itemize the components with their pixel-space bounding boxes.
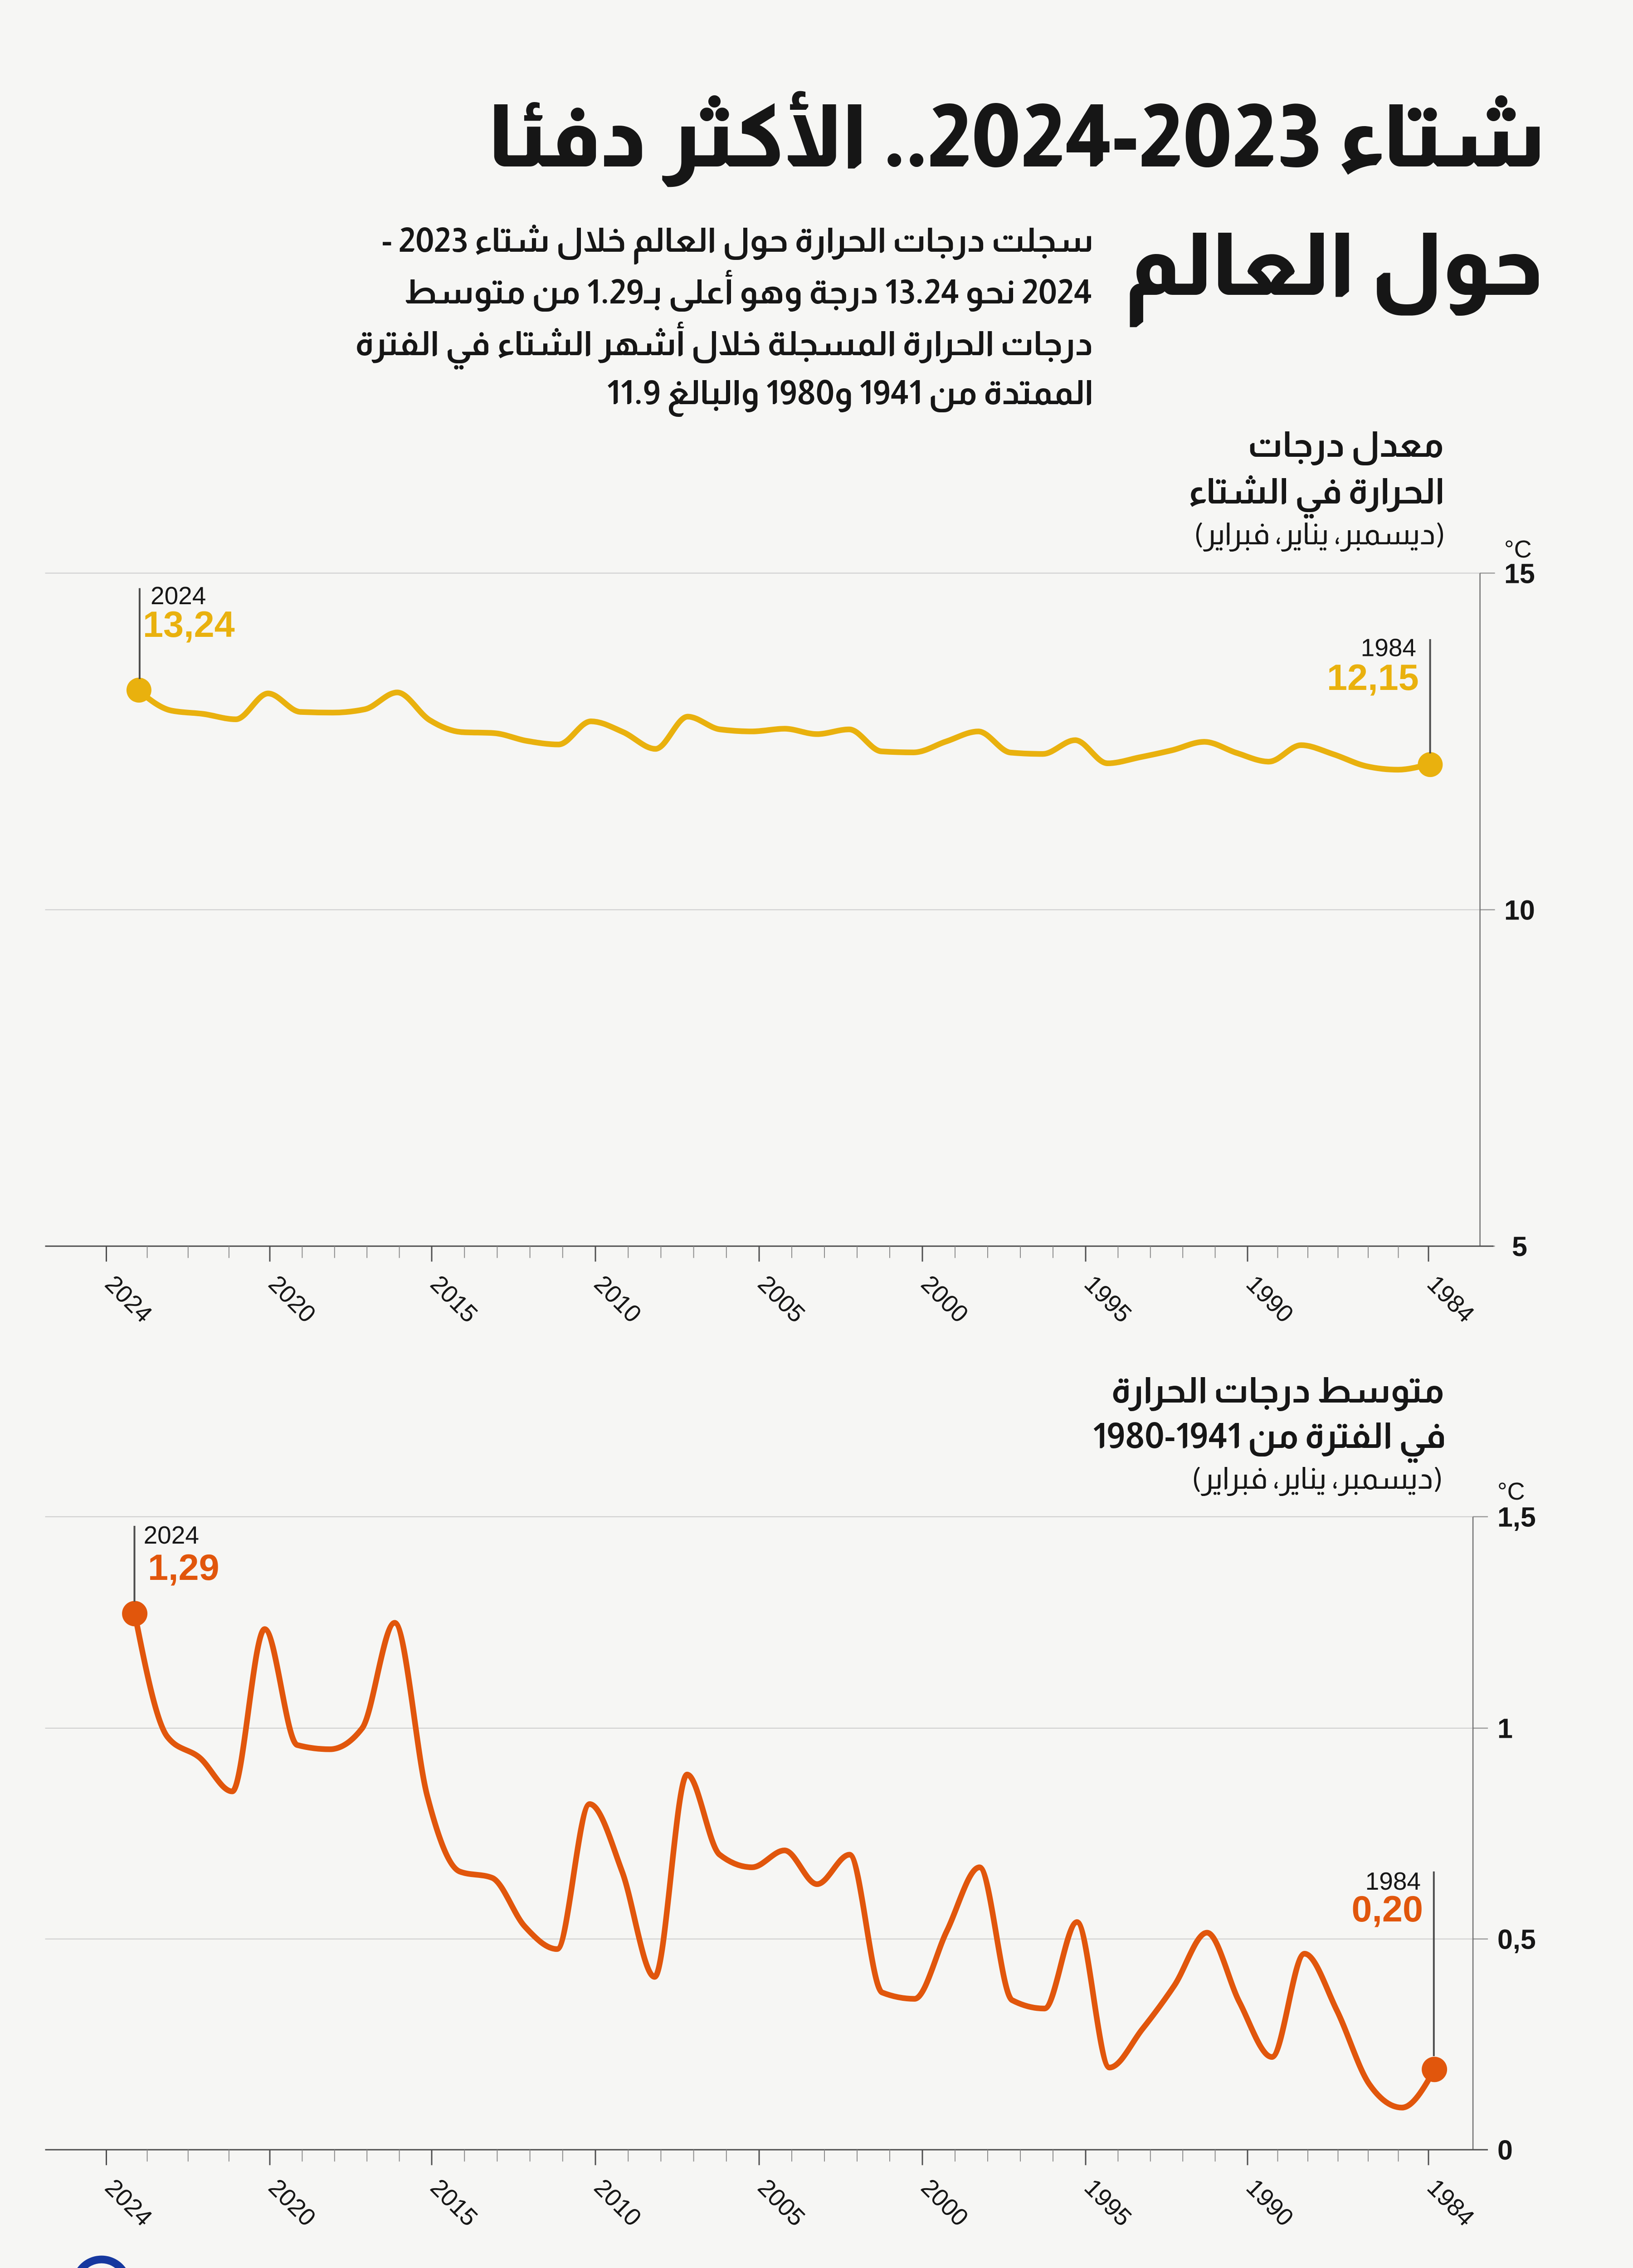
svg-text:2024: 2024 xyxy=(144,1521,199,1549)
svg-text:0: 0 xyxy=(1497,2135,1513,2165)
svg-text:0,20: 0,20 xyxy=(1351,1889,1423,1930)
svg-text:2024: 2024 xyxy=(151,582,206,610)
svg-text:°C: °C xyxy=(1497,1478,1525,1505)
svg-text:13,24: 13,24 xyxy=(143,604,235,645)
svg-text:15: 15 xyxy=(1504,558,1535,589)
svg-text:1984: 1984 xyxy=(1361,634,1416,662)
svg-text:1,29: 1,29 xyxy=(148,1547,219,1588)
svg-text:1,5: 1,5 xyxy=(1497,1502,1536,1533)
svg-text:1: 1 xyxy=(1497,1713,1513,1744)
svg-text:5: 5 xyxy=(1512,1231,1527,1262)
svg-text:°C: °C xyxy=(1504,536,1532,563)
svg-text:0,5: 0,5 xyxy=(1497,1924,1536,1955)
svg-text:1984: 1984 xyxy=(1365,1867,1421,1895)
svg-text:10: 10 xyxy=(1504,894,1535,925)
svg-text:12,15: 12,15 xyxy=(1327,657,1419,698)
